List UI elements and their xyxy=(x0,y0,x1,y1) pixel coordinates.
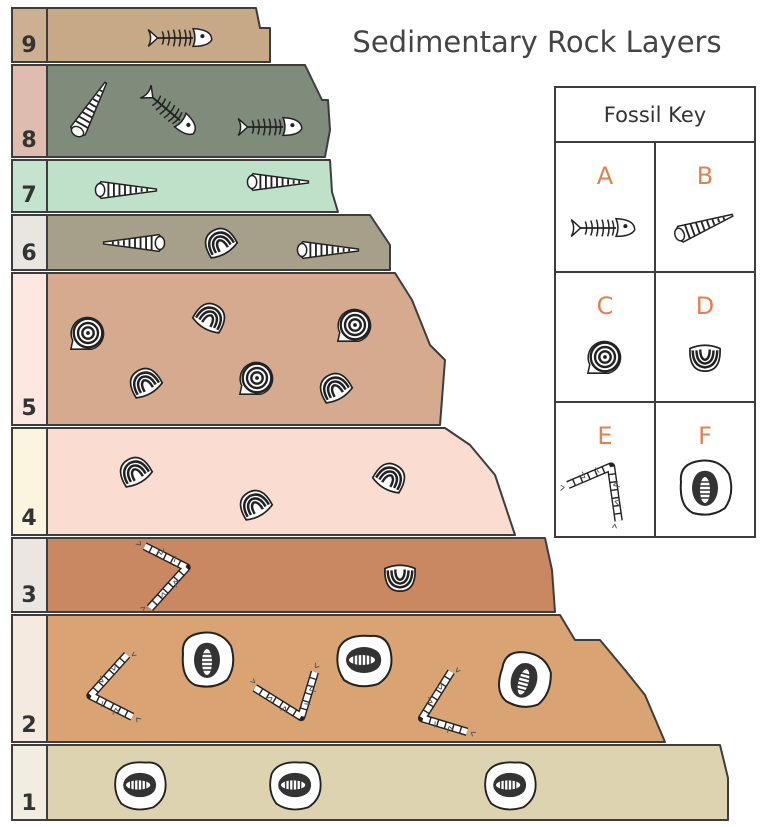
rock-layer xyxy=(47,273,445,425)
rock-layer xyxy=(47,8,270,62)
rock-layer xyxy=(47,160,338,212)
layer-number-column: 9 8 7 6 5 4 3 2 1 xyxy=(12,8,47,820)
rock-layer xyxy=(47,428,515,535)
layer-number: 8 xyxy=(21,128,36,153)
key-clam xyxy=(690,345,720,371)
fossil-key: Fossil Key A B C D E F xyxy=(555,87,755,537)
layer-number: 4 xyxy=(21,506,36,531)
key-title: Fossil Key xyxy=(604,103,706,127)
fossil-trilobite xyxy=(270,762,321,809)
layer-number: 9 xyxy=(21,33,36,58)
key-trilobite xyxy=(681,461,732,515)
layer-number: 7 xyxy=(21,183,36,208)
layer-number: 2 xyxy=(21,713,36,738)
fossil-ammonite xyxy=(71,317,104,349)
layer-number: 3 xyxy=(21,583,36,608)
key-letter: F xyxy=(698,422,712,450)
key-letter: D xyxy=(696,292,714,320)
key-letter: E xyxy=(597,422,612,450)
layer-number: 1 xyxy=(21,791,36,816)
key-ammonite xyxy=(588,341,621,373)
fossil-trilobite xyxy=(183,633,234,687)
key-letter: A xyxy=(597,162,614,190)
fossil-clam xyxy=(385,565,415,591)
fossil-ammonite xyxy=(240,362,273,394)
layer-number: 5 xyxy=(21,396,36,421)
fossil-trilobite xyxy=(115,762,166,809)
key-letter: C xyxy=(597,292,614,320)
fossil-ammonite xyxy=(338,309,371,341)
fossil-trilobite xyxy=(337,636,391,687)
title: Sedimentary Rock Layers xyxy=(352,25,721,59)
key-letter: B xyxy=(697,162,713,190)
layer-number: 6 xyxy=(21,241,36,266)
fossil-trilobite xyxy=(485,762,536,809)
diagram: 9 8 7 6 5 4 3 2 1 Sedimentary Rock Layer… xyxy=(0,0,773,827)
rock-layer xyxy=(47,538,555,612)
